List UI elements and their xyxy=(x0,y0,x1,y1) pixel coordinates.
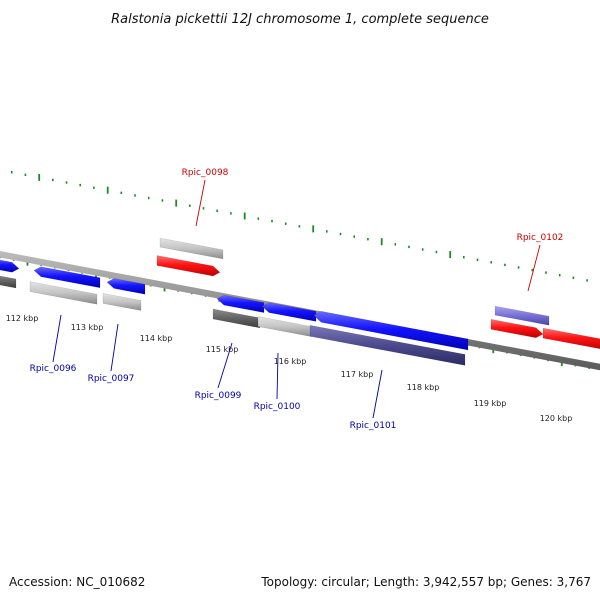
gene-rpic-0100 xyxy=(261,302,317,322)
scale-dot xyxy=(147,196,150,200)
scale-dot xyxy=(284,222,287,225)
gene-label-rpic-0101: Rpic_0101 xyxy=(350,421,397,431)
gene-rpic-0102-product xyxy=(494,305,550,326)
scale-dot xyxy=(421,248,424,251)
scale-dot xyxy=(326,230,328,233)
scale-tick-label: 116 kbp xyxy=(274,357,307,366)
scale-dot xyxy=(517,266,520,269)
gene-label-rpic-0099: Rpic_0099 xyxy=(195,391,242,401)
scale-dot xyxy=(353,235,355,238)
gene-rpic-0099 xyxy=(216,294,265,313)
gene-label-pointer xyxy=(527,244,541,292)
scale-dot xyxy=(490,261,492,264)
gene-rpic-0102 xyxy=(490,318,544,339)
gene-label-rpic-0096: Rpic_0096 xyxy=(30,364,77,374)
scale-dot xyxy=(189,204,191,207)
scale-dot xyxy=(120,191,123,194)
gene-label-rpic-0098: Rpic_0098 xyxy=(182,168,229,178)
scale-dot xyxy=(65,181,68,184)
scale-tick-label: 120 kbp xyxy=(540,414,573,423)
scale-tick-label: 113 kbp xyxy=(71,323,104,332)
scale-dot xyxy=(52,178,54,182)
scale-dot xyxy=(367,238,369,241)
scale-dot xyxy=(161,199,164,202)
gene-label-pointer xyxy=(276,352,279,400)
scale-major-tick xyxy=(449,251,452,259)
scale-dot xyxy=(558,274,561,277)
gene-labels: Rpic_0098 Rpic_0102 Rpic_0096 Rpic_0097 Rpic… xyxy=(30,168,564,431)
scale-dot xyxy=(298,225,301,228)
scale-dot xyxy=(24,173,27,176)
scale-tick-label: 114 kbp xyxy=(140,334,173,343)
scale-tick-label: 117 kbp xyxy=(341,370,374,379)
scale-dot xyxy=(134,194,136,197)
scale-dot xyxy=(586,279,588,282)
gene-rpic-0103 xyxy=(542,327,600,350)
genome-summary-text: Topology: circular; Length: 3,942,557 bp… xyxy=(260,575,591,589)
gene-label-rpic-0100: Rpic_0100 xyxy=(254,402,301,412)
scale-tick-label: 118 kbp xyxy=(407,383,440,392)
gene-rpic-0098 xyxy=(156,255,221,277)
scale-major-tick xyxy=(312,225,315,233)
scale-tick-label: 119 kbp xyxy=(474,399,507,408)
gene-rpic-0096 xyxy=(33,266,101,289)
gene-label-pointer xyxy=(52,314,62,363)
accession-text: Accession: NC_010682 xyxy=(9,575,145,589)
gene-label-pointer xyxy=(195,179,206,227)
scale-dot xyxy=(257,217,260,220)
scale-dot xyxy=(202,207,205,210)
scale-major-tick xyxy=(175,199,178,207)
gene-rpic-0095-shadow xyxy=(0,275,17,289)
gene-rpic-0101-product xyxy=(309,324,466,366)
scale-dot xyxy=(394,243,397,246)
gene-label-rpic-0097: Rpic_0097 xyxy=(88,374,135,384)
gene-label-pointer xyxy=(110,323,119,372)
scale-dot xyxy=(572,276,575,279)
scale-dot xyxy=(408,245,410,249)
gene-rpic-0100-product xyxy=(257,316,313,338)
gene-rpic-0101 xyxy=(313,311,469,351)
scale-dot xyxy=(271,219,273,223)
scale-major-tick xyxy=(243,212,246,220)
map-title: Ralstonia pickettii 12J chromosome 1, co… xyxy=(111,12,489,27)
scale-major-tick xyxy=(106,186,109,194)
scale-dot xyxy=(463,256,465,259)
scale-dot xyxy=(531,268,534,272)
scale-dot xyxy=(79,183,81,187)
scale-dot xyxy=(216,209,218,212)
gene-rpic-0099-product xyxy=(212,308,261,329)
gene-rpic-0098-product xyxy=(159,237,224,260)
gene-rpic-0097-product xyxy=(102,293,142,311)
gene-rpic-0097 xyxy=(106,278,146,295)
scale-dot xyxy=(93,186,95,189)
gene-rpic-0095 xyxy=(0,259,20,273)
scale-major-tick xyxy=(380,238,383,246)
scale-dot xyxy=(504,263,506,267)
scale-dot xyxy=(545,271,547,274)
scale-dot xyxy=(10,171,13,174)
scale-dot xyxy=(230,212,232,215)
scale-tick-label: 112 kbp xyxy=(6,314,39,323)
scale-dot xyxy=(435,250,438,254)
scale-major-tick xyxy=(38,173,41,181)
gene-label-rpic-0102: Rpic_0102 xyxy=(517,233,564,243)
gene-label-pointer xyxy=(217,342,233,389)
gene-label-pointer xyxy=(372,369,383,419)
scale-tick-label: 115 kbp xyxy=(206,345,239,354)
gene-track xyxy=(0,237,600,366)
scale-dot xyxy=(339,232,342,236)
gene-rpic-0096-product xyxy=(29,281,98,305)
scale-dot xyxy=(476,258,479,261)
